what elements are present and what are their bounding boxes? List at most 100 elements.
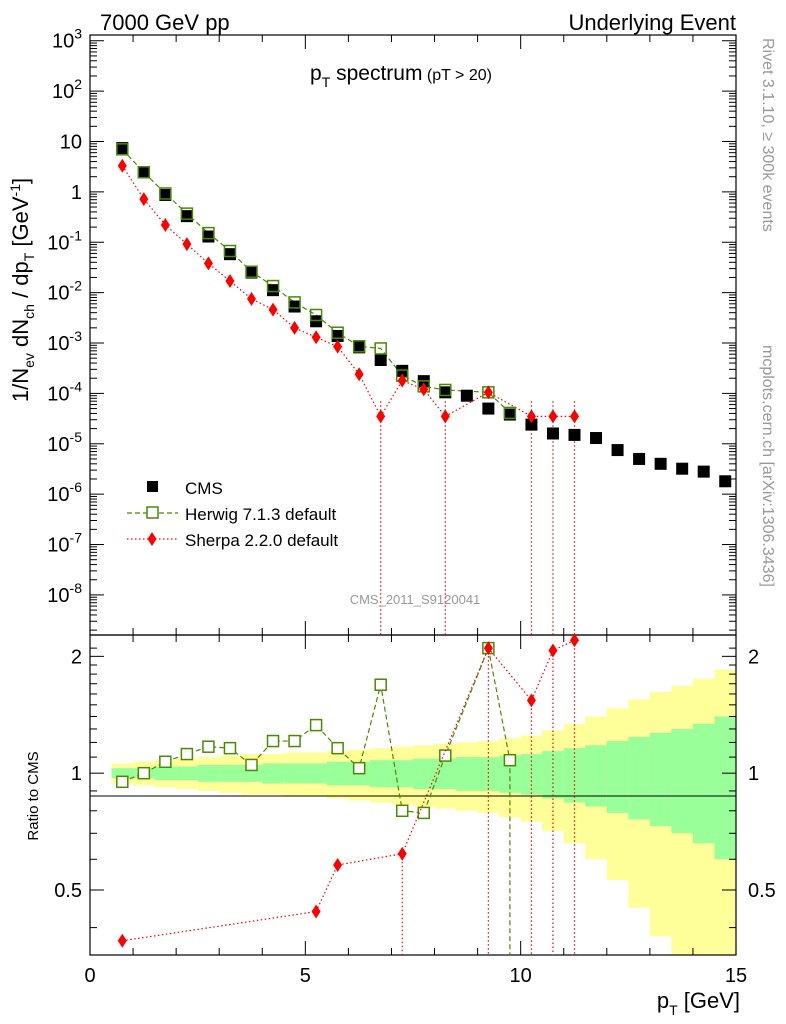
sherpa-point [311,330,321,345]
herwig-point [137,166,151,179]
cms-point [267,284,280,297]
header-right: Underlying Event [568,10,736,35]
inner-band [369,760,392,788]
y-tick-label: 10-3 [47,328,82,355]
cms-point [353,341,366,354]
inner-band [283,763,306,784]
herwig-ratio-point [331,741,344,755]
sherpa-point [203,256,213,271]
sherpa-point [225,274,235,289]
herwig-ratio-point [309,718,323,732]
sherpa-ratio-point [311,904,321,919]
sherpa-point [570,409,579,424]
sherpa-ratio-point [117,933,127,948]
herwig-line [121,148,511,414]
cms-point [159,188,172,201]
herwig-ratio-point [116,775,129,789]
sherpa-line [121,165,575,418]
herwig-point [352,340,366,353]
sherpa-point [376,409,386,424]
sherpa-point [526,409,536,424]
y-tick-label: 10-2 [47,278,82,305]
herwig-ratio-point [395,804,409,818]
legend-marker-sherpa [147,532,157,546]
herwig-ratio-point [159,755,172,769]
inner-band [326,761,349,786]
inner-band [456,757,479,791]
herwig-point [374,342,387,355]
x-tick-label: 0 [84,965,95,987]
cms-point [525,418,538,431]
sherpa-point [419,382,429,397]
ratio-tick-label-left: 0.5 [54,880,82,902]
y-tick-label: 103 [52,26,82,53]
mcplots-credit-text: mcplots.cern.ch [arXiv:1306.3436] [759,345,776,587]
herwig-point [180,207,194,220]
cms-point [137,166,150,179]
inner-band [477,757,500,791]
inner-band [154,766,177,781]
y-tick-label: 102 [52,76,82,103]
cms-point [116,142,129,155]
ratio-tick-label-left: 1 [71,763,82,785]
herwig-ratio-point [266,734,280,748]
legend-marker-herwig [146,506,159,519]
sherpa-ratio-point [333,857,343,872]
inner-band [649,732,672,827]
herwig-point [245,265,258,278]
y-tick-label: 1 [71,182,82,204]
sherpa-ratio-point [526,693,536,708]
inner-band [520,754,543,795]
herwig-ratio-point [202,740,215,753]
y-tick-label: 10 [60,131,82,153]
inner-band [176,766,199,781]
cms-point [288,300,301,313]
legend-label-herwig: Herwig 7.1.3 default [185,505,336,524]
inner-band [628,736,651,820]
header-left: 7000 GeV pp [100,10,230,35]
herwig-point [116,143,129,156]
cms-point [676,462,689,475]
cms-point [590,432,603,445]
x-axis-label: pT [GeV] [657,988,740,1018]
inner-band [563,748,586,803]
herwig-point [331,326,344,339]
y-tick-label: 10-7 [47,530,82,557]
cms-point [202,230,215,243]
sherpa-point [290,320,300,335]
herwig-ratio-point [180,747,194,761]
herwig-point [159,187,172,200]
cms-point [245,266,258,279]
inner-band [305,763,328,784]
sherpa-point [139,192,149,207]
axis-ticks [89,35,737,955]
y-tick-label: 10-1 [47,227,82,254]
x-tick-label: 5 [300,965,311,987]
herwig-point [439,383,452,397]
sherpa-point [548,409,558,424]
sherpa-point [354,367,364,382]
inner-band [671,728,694,834]
sherpa-point [440,409,450,424]
x-tick-label: 10 [510,965,532,987]
cms-point [633,452,646,465]
herwig-ratio-point [417,806,431,820]
herwig-point [288,296,301,309]
data-series [116,142,732,635]
ratio-tick-label-right: 1 [748,763,759,785]
cms-point [503,408,516,421]
sherpa-ratio-point [397,846,407,861]
legend: CMS Herwig 7.1.3 default Sherpa 2.2.0 de… [127,479,338,550]
sherpa-point [160,218,170,233]
herwig-ratio-point [503,753,517,767]
inner-band [692,723,715,844]
cms-point [374,354,387,367]
y-tick-label: 10-5 [47,429,82,456]
inner-band [434,758,457,790]
herwig-ratio-point [137,766,151,780]
legend-label-cms: CMS [185,479,223,498]
cms-point [719,475,732,488]
rivet-version-text: Rivet 3.1.10, ≥ 300k events [759,38,776,232]
legend-label-sherpa: Sherpa 2.2.0 default [185,531,338,550]
